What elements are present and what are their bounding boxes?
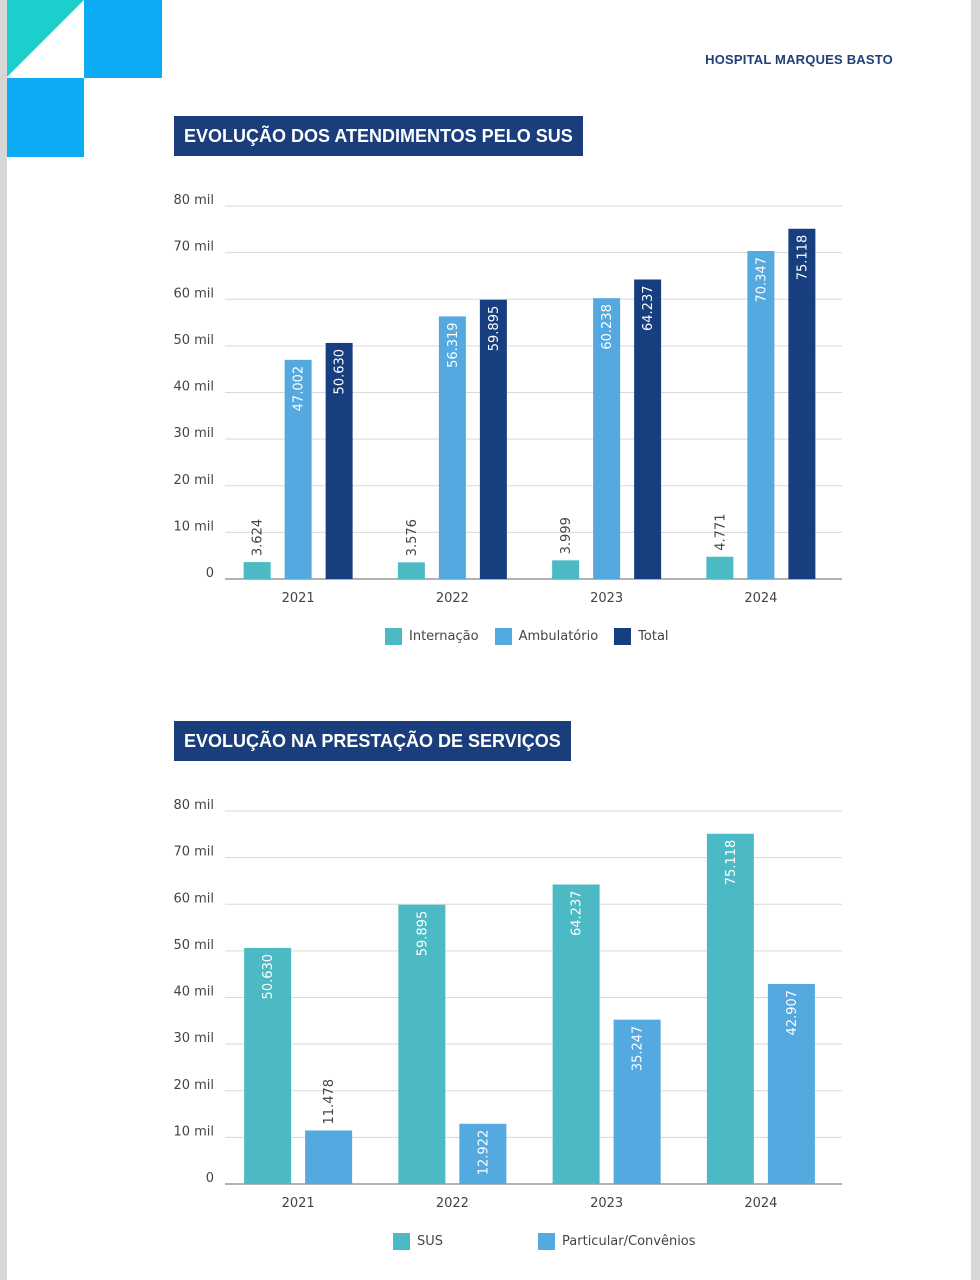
y-tick-label: 40 mil (173, 985, 214, 1000)
bar-2024-0 (706, 556, 734, 579)
y-tick-label: 30 mil (173, 1031, 214, 1046)
bar-2023-1 (593, 298, 621, 579)
y-tick-label: 60 mil (173, 286, 214, 301)
y-tick-label: 40 mil (173, 380, 214, 395)
chart-prestacao-servicos: 0 10 mil 20 mil 30 mil 40 mil 50 mil 60 mil 70 … (173, 798, 842, 1211)
bar-2023-0 (552, 560, 580, 579)
bar-2024-2 (788, 228, 816, 579)
bar-2023-0 (552, 884, 600, 1184)
x-tick-label: 2023 (590, 591, 623, 606)
legend-label: Particular/Convênios (562, 1234, 696, 1249)
bar-2022-1 (459, 1123, 507, 1184)
data-label: 75.118 (795, 235, 810, 281)
bar-2021-2 (325, 342, 353, 579)
data-label: 50.630 (333, 349, 348, 395)
bar-2024-1 (747, 251, 775, 579)
data-label: 59.895 (415, 911, 430, 957)
data-label: 4.771 (713, 514, 728, 551)
y-tick-label: 10 mil (173, 1124, 214, 1139)
legend-label: SUS (417, 1234, 444, 1249)
data-label: 47.002 (292, 366, 307, 412)
y-tick-label: 20 mil (173, 473, 214, 488)
x-tick-label: 2022 (436, 591, 469, 606)
data-label: 12.922 (476, 1130, 491, 1176)
data-label: 56.319 (446, 322, 461, 368)
bar-2022-1 (438, 316, 466, 579)
x-tick-label: 2023 (590, 1196, 623, 1211)
legend-label: Internação (409, 629, 479, 644)
legend-swatch (494, 628, 512, 645)
chart-atendimentos-sus: 0 10 mil 20 mil 30 mil 40 mil 50 mil 60 mil 70 … (173, 193, 842, 606)
data-label: 3.624 (251, 519, 266, 556)
report-page: HOSPITAL MARQUES BASTO EVOLUÇÃO DOS ATEN… (7, 0, 971, 1280)
data-label: 50.630 (261, 954, 276, 1000)
legend-label: Ambulatório (518, 629, 599, 644)
y-tick-label: 50 mil (173, 333, 214, 348)
legend-swatch (385, 628, 402, 645)
data-label: 60.238 (600, 304, 615, 350)
y-tick-label: 0 (206, 566, 214, 581)
legend-swatch (614, 628, 632, 645)
bar-2021-1 (305, 1130, 353, 1184)
data-label: 42.907 (785, 990, 800, 1035)
legend-atendimentos: Internação Ambulatório Total (385, 628, 685, 645)
hospital-name: HOSPITAL MARQUES BASTO (705, 52, 893, 67)
x-tick-label: 2024 (744, 591, 777, 606)
y-tick-label: 80 mil (173, 798, 214, 813)
bar-2022-0 (398, 904, 446, 1184)
y-tick-label: 30 mil (173, 426, 214, 441)
y-tick-label: 20 mil (173, 1078, 214, 1093)
data-label: 3.999 (559, 517, 574, 554)
hospital-logo (7, 0, 162, 157)
bar-2021-0 (244, 947, 292, 1184)
y-tick-label: 50 mil (173, 938, 214, 953)
x-tick-label: 2022 (436, 1196, 469, 1211)
x-tick-label: 2024 (744, 1196, 777, 1211)
chart-title-servicos: EVOLUÇÃO NA PRESTAÇÃO DE SERVIÇOS (174, 721, 571, 761)
legend-swatch (393, 1233, 410, 1250)
legend-swatch (538, 1233, 556, 1250)
bar-2023-2 (634, 279, 662, 579)
bar-2022-0 (397, 562, 425, 579)
bar-2023-1 (613, 1019, 661, 1184)
data-label: 64.237 (641, 285, 656, 331)
legend-item-total: Total (614, 628, 669, 645)
data-label: 75.118 (724, 840, 739, 886)
data-label: 70.347 (754, 257, 769, 303)
legend-item-ambulatorio: Ambulatório (494, 628, 599, 645)
legend-item-particular: Particular/Convênios (538, 1233, 696, 1250)
chart-title-atendimentos: EVOLUÇÃO DOS ATENDIMENTOS PELO SUS (174, 116, 583, 156)
legend-item-internacao: Internação (385, 628, 479, 645)
y-tick-label: 0 (206, 1171, 214, 1186)
data-label: 3.576 (405, 519, 420, 556)
bar-2024-1 (767, 983, 815, 1184)
y-tick-label: 80 mil (173, 193, 214, 208)
bar-2021-1 (284, 359, 312, 579)
legend-item-sus: SUS (393, 1233, 443, 1250)
y-tick-label: 70 mil (173, 845, 214, 860)
bar-2024-0 (706, 833, 754, 1184)
legend-label: Total (638, 629, 669, 644)
x-tick-label: 2021 (282, 1196, 315, 1211)
legend-servicos: SUS Particular/Convênios (393, 1233, 791, 1250)
data-label: 35.247 (631, 1026, 646, 1072)
bar-2021-0 (243, 562, 271, 579)
data-label: 64.237 (570, 890, 585, 936)
y-tick-label: 60 mil (173, 891, 214, 906)
y-tick-label: 70 mil (173, 240, 214, 255)
bar-2022-2 (479, 299, 507, 579)
data-label: 11.478 (322, 1079, 337, 1125)
y-tick-label: 10 mil (173, 519, 214, 534)
data-label: 59.895 (487, 306, 502, 352)
x-tick-label: 2021 (282, 591, 315, 606)
